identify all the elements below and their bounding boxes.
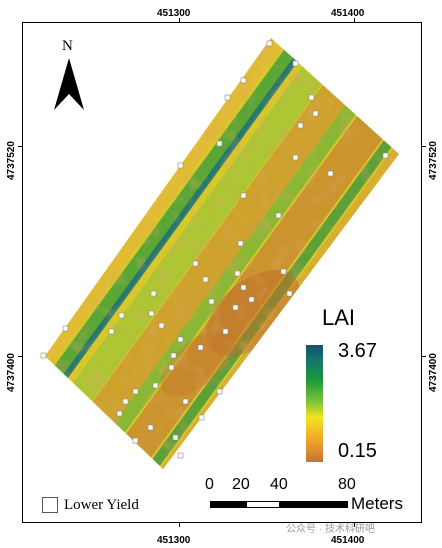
color-ramp bbox=[306, 345, 323, 462]
x-tick-label-top-2: 451400 bbox=[331, 8, 365, 19]
map-frame bbox=[22, 22, 422, 523]
scale-bar-segment bbox=[246, 501, 280, 508]
x-tick-label-bottom-1: 451300 bbox=[157, 535, 191, 546]
north-arrow-icon bbox=[54, 58, 84, 110]
map-tick bbox=[179, 523, 180, 527]
legend-title: LAI bbox=[322, 305, 356, 330]
y-tick-label-right-2: 4737400 bbox=[428, 353, 439, 392]
map-tick bbox=[354, 523, 355, 527]
map-tick bbox=[18, 146, 22, 147]
scale-tick-0: 0 bbox=[205, 476, 214, 493]
scale-tick-20: 20 bbox=[232, 476, 250, 493]
y-tick-label-left-1: 4737520 bbox=[6, 141, 17, 180]
scale-tick-80: 80 bbox=[338, 476, 356, 493]
white-square-icon bbox=[42, 497, 58, 513]
scale-unit-label: Meters bbox=[351, 494, 403, 513]
legend-min-label: 0.15 bbox=[338, 440, 377, 462]
scale-bar-segment bbox=[280, 501, 348, 508]
scale-tick-40: 40 bbox=[270, 476, 288, 493]
watermark: 公众号 · 技术科研吧 bbox=[286, 524, 375, 535]
map-tick bbox=[18, 356, 22, 357]
lai-field-map bbox=[40, 38, 399, 469]
y-tick-label-right-1: 4737520 bbox=[428, 141, 439, 180]
legend-max-label: 3.67 bbox=[338, 340, 377, 362]
scale-bar-segment bbox=[210, 501, 246, 508]
map-tick bbox=[422, 146, 426, 147]
lower-yield-markers bbox=[40, 40, 389, 459]
y-tick-label-left-2: 4737400 bbox=[6, 353, 17, 392]
map-tick bbox=[179, 18, 180, 22]
lower-yield-label: Lower Yield bbox=[64, 497, 139, 513]
x-tick-label-top-1: 451300 bbox=[157, 8, 191, 19]
map-tick bbox=[354, 18, 355, 22]
map-tick bbox=[422, 356, 426, 357]
x-tick-label-bottom-2: 451400 bbox=[331, 535, 365, 546]
north-label: N bbox=[62, 38, 73, 54]
